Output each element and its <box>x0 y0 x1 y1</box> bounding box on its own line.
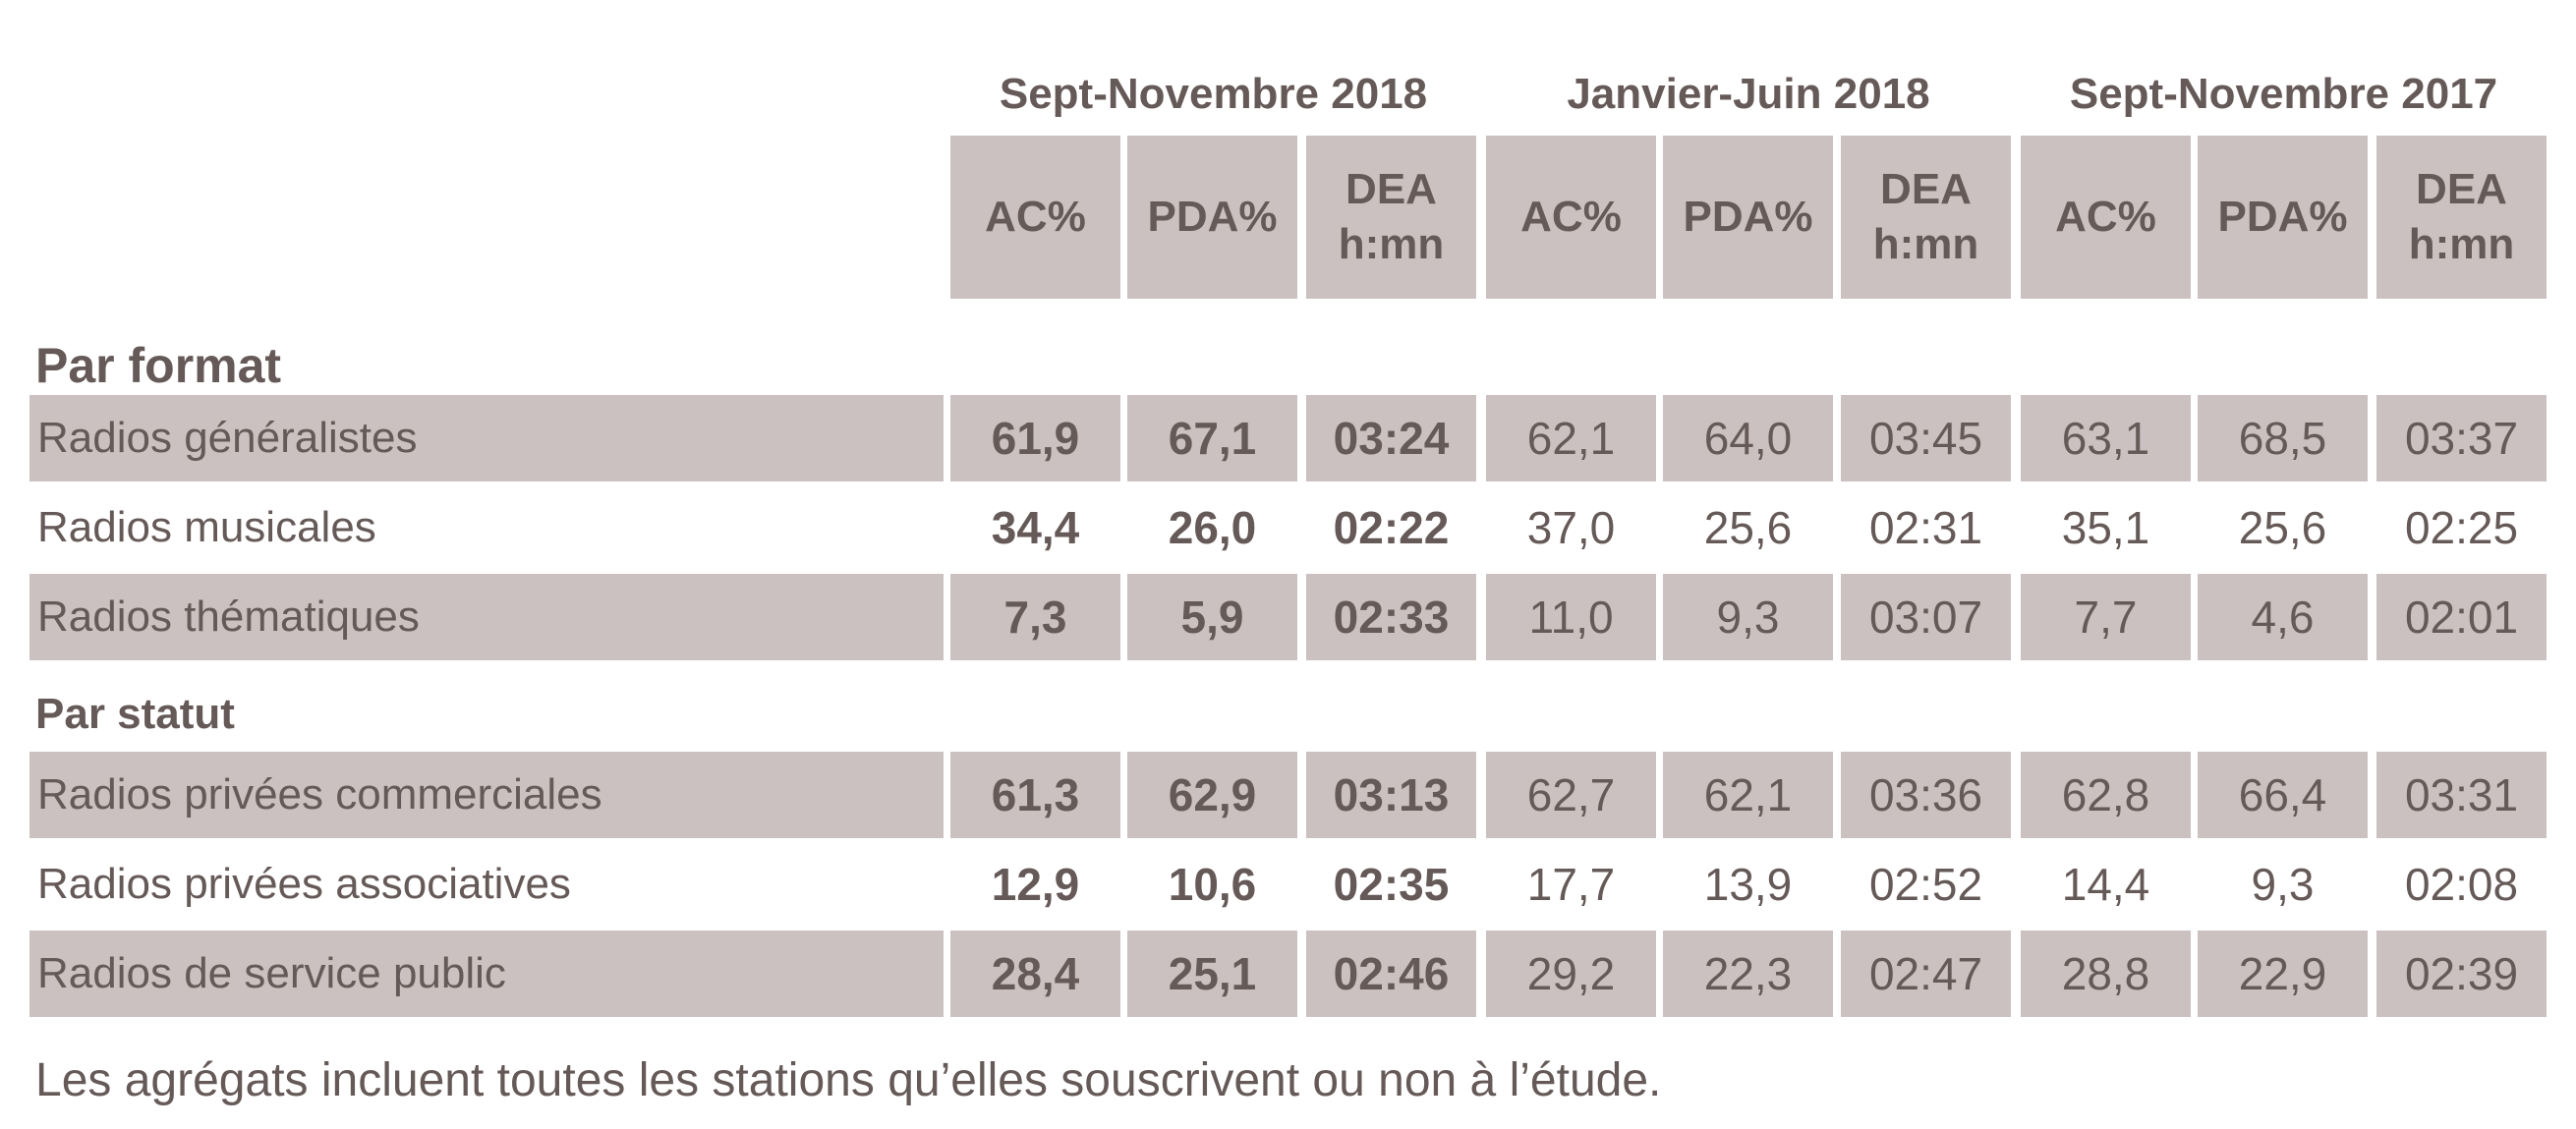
section-title: Par statut <box>35 690 235 738</box>
table-cell: 02:39 <box>2376 931 2547 1017</box>
table-cell: 02:33 <box>1306 574 1476 660</box>
column-header: DEA h:mn <box>1841 136 2011 299</box>
table-cell: 02:52 <box>1868 859 1983 910</box>
table-cell: 28,4 <box>950 931 1120 1017</box>
table-cell: 9,3 <box>2251 859 2315 910</box>
table-cell: 62,1 <box>1486 395 1656 481</box>
table-cell: 67,1 <box>1127 395 1297 481</box>
table-cell: 68,5 <box>2198 395 2368 481</box>
table-cell: 03:24 <box>1306 395 1476 481</box>
column-header: AC% <box>2021 136 2191 299</box>
table-cell: 29,2 <box>1486 931 1656 1017</box>
column-header: PDA% <box>1663 136 1833 299</box>
table-cell: 03:37 <box>2376 395 2547 481</box>
column-header: DEA h:mn <box>2376 136 2547 299</box>
table-cell: 9,3 <box>1663 574 1833 660</box>
table-cell: 03:36 <box>1841 752 2011 838</box>
table-cell: 02:22 <box>1333 502 1450 553</box>
column-header: PDA% <box>1127 136 1297 299</box>
table-cell: 22,3 <box>1663 931 1833 1017</box>
footnote: Les agrégats incluent toutes les station… <box>35 1054 1662 1106</box>
period-header: Janvier-Juin 2018 <box>1567 70 1930 118</box>
table-cell: 10,6 <box>1168 859 1257 910</box>
table-cell: 02:01 <box>2376 574 2547 660</box>
row-label: Radios privées associatives <box>37 860 571 908</box>
row-label: Radios de service public <box>29 931 944 1017</box>
table-cell: 14,4 <box>2061 859 2150 910</box>
table-cell: 64,0 <box>1663 395 1833 481</box>
row-label: Radios thématiques <box>29 574 944 660</box>
row-label: Radios privées commerciales <box>29 752 944 838</box>
table-cell: 03:13 <box>1306 752 1476 838</box>
table-cell: 11,0 <box>1486 574 1656 660</box>
table-cell: 5,9 <box>1127 574 1297 660</box>
table-cell: 7,7 <box>2021 574 2191 660</box>
table-cell: 12,9 <box>991 859 1080 910</box>
table-cell: 02:47 <box>1841 931 2011 1017</box>
table-cell: 26,0 <box>1168 502 1257 553</box>
table-cell: 37,0 <box>1526 502 1616 553</box>
table-cell: 03:45 <box>1841 395 2011 481</box>
column-header: PDA% <box>2198 136 2368 299</box>
table-cell: 02:08 <box>2404 859 2519 910</box>
table-cell: 62,1 <box>1663 752 1833 838</box>
period-header: Sept-Novembre 2017 <box>2069 70 2498 118</box>
table-cell: 61,9 <box>950 395 1120 481</box>
table-cell: 34,4 <box>991 502 1080 553</box>
table-cell: 03:07 <box>1841 574 2011 660</box>
table-cell: 02:35 <box>1333 859 1450 910</box>
table-cell: 66,4 <box>2198 752 2368 838</box>
table-cell: 7,3 <box>950 574 1120 660</box>
table-cell: 25,1 <box>1127 931 1297 1017</box>
period-header: Sept-Novembre 2018 <box>999 70 1428 118</box>
table-cell: 25,6 <box>1703 502 1793 553</box>
table-cell: 4,6 <box>2198 574 2368 660</box>
table-cell: 28,8 <box>2021 931 2191 1017</box>
table-cell: 02:46 <box>1306 931 1476 1017</box>
row-label: Radios musicales <box>37 503 376 551</box>
table-cell: 02:31 <box>1868 502 1983 553</box>
table-cell: 02:25 <box>2404 502 2519 553</box>
table-cell: 62,7 <box>1486 752 1656 838</box>
table-cell: 35,1 <box>2061 502 2150 553</box>
table-cell: 63,1 <box>2021 395 2191 481</box>
table-cell: 62,8 <box>2021 752 2191 838</box>
table-cell: 61,3 <box>950 752 1120 838</box>
table-cell: 25,6 <box>2238 502 2327 553</box>
table-cell: 03:31 <box>2376 752 2547 838</box>
section-title: Par format <box>35 338 282 393</box>
column-header: DEA h:mn <box>1306 136 1476 299</box>
column-header: AC% <box>950 136 1120 299</box>
table-cell: 22,9 <box>2198 931 2368 1017</box>
column-header: AC% <box>1486 136 1656 299</box>
table-cell: 13,9 <box>1703 859 1793 910</box>
row-label: Radios généralistes <box>29 395 944 481</box>
table-cell: 62,9 <box>1127 752 1297 838</box>
table-cell: 17,7 <box>1526 859 1616 910</box>
